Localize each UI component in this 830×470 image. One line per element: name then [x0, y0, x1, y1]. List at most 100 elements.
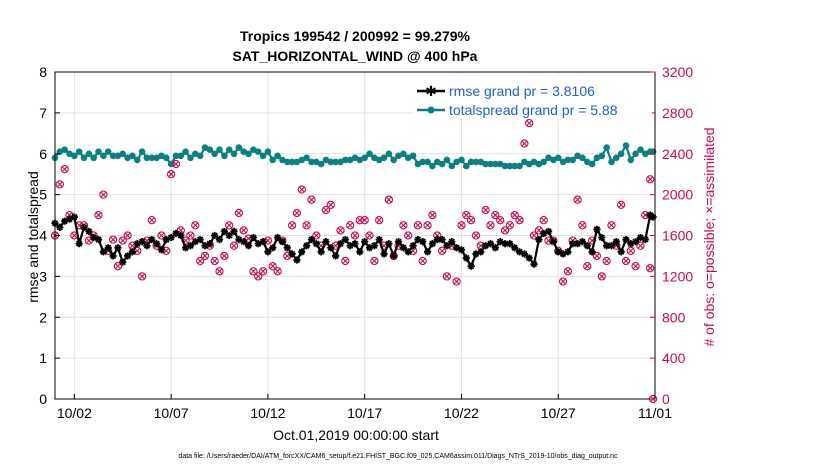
obs-point [254, 272, 263, 281]
rmse-point [399, 244, 407, 252]
spread-point [506, 162, 514, 170]
obs-point [365, 231, 374, 240]
rmse-point [119, 258, 127, 266]
spread-point [617, 150, 625, 158]
spread-point [95, 148, 102, 155]
y-axis-ticks: 0 1 2 3 4 5 6 7 8 [39, 64, 60, 407]
spread-point [235, 144, 243, 151]
rmse-point [535, 235, 543, 244]
spread-point [284, 158, 291, 166]
y2-tick-label: 2000 [662, 187, 693, 203]
rmse-point [598, 233, 606, 242]
obs-point [292, 208, 302, 218]
rmse-point [240, 238, 248, 246]
spread-point [90, 154, 97, 162]
obs-point [55, 180, 64, 189]
rmse-point [370, 242, 378, 250]
rmse-point [607, 242, 616, 250]
y2-tick-label: 2400 [662, 146, 693, 162]
rmse-point [264, 248, 272, 256]
rmse-point [341, 235, 349, 244]
spread-point [487, 160, 494, 168]
rmse-point [167, 233, 175, 242]
obs-point [471, 231, 481, 240]
obs-point [500, 226, 510, 235]
obs-point [191, 221, 200, 230]
obs-point [462, 210, 471, 220]
spread-point [443, 156, 451, 164]
rmse-point [428, 240, 437, 248]
legend: ✱ rmse grand pr = 3.8106 totalspread gra… [412, 74, 652, 118]
chart-subtitle: SAT_HORIZONTAL_WIND @ 400 hPa [233, 48, 478, 64]
rmse-point [220, 227, 228, 236]
rmse-point [259, 238, 267, 246]
rmse-point [225, 231, 233, 240]
spread-point [274, 152, 281, 160]
chart-title: Tropics 199542 / 200992 = 99.279% [240, 28, 471, 44]
spread-point [540, 158, 547, 166]
spread-point [608, 158, 615, 166]
x-tick-label: 10/12 [250, 405, 285, 421]
rmse-point [196, 235, 204, 244]
obs-point [196, 256, 205, 266]
obs-point [418, 256, 427, 266]
obs-point [404, 231, 413, 240]
obs-point [215, 267, 224, 276]
obs-point [607, 221, 616, 230]
spread-point [380, 154, 388, 162]
obs-point [486, 221, 495, 230]
y2-tick-label: 3200 [662, 64, 693, 80]
rmse-point [409, 242, 417, 250]
rmse-point [578, 238, 587, 246]
rmse-point [525, 254, 533, 262]
obs-point [442, 272, 452, 281]
rmse-point [462, 254, 470, 262]
rmse-point [380, 250, 388, 258]
rmse-point [491, 244, 499, 252]
rmse-point [244, 242, 253, 250]
rmse-point [530, 260, 538, 268]
spread-point [463, 162, 470, 170]
spread-point [554, 154, 562, 162]
series-rmse [51, 211, 657, 270]
rmse-point [157, 246, 166, 254]
rmse-point [114, 244, 122, 252]
spread-point [211, 150, 218, 158]
y-tick-label: 6 [39, 146, 47, 162]
rmse-point [211, 231, 219, 240]
spread-point [501, 162, 509, 170]
rmse-point [312, 240, 320, 248]
y-tick-label: 3 [39, 268, 47, 284]
obs-point [341, 256, 350, 266]
obs-point [113, 262, 123, 271]
rmse-point [511, 244, 519, 252]
obs-point [166, 170, 176, 179]
x-tick-label: 10/02 [57, 405, 92, 421]
rmse-point [293, 256, 301, 264]
rmse-point [356, 248, 364, 256]
obs-point [307, 195, 316, 204]
obs-point [520, 139, 529, 148]
spread-point [342, 156, 349, 164]
obs-point [491, 210, 500, 220]
rmse-point [186, 242, 195, 250]
spread-point [254, 148, 262, 155]
spread-point [516, 162, 523, 170]
obs-point [350, 231, 360, 240]
rmse-point [317, 248, 325, 256]
obs-point [602, 256, 611, 266]
spread-point [85, 150, 93, 158]
spread-point [482, 160, 489, 168]
spread-point [472, 158, 480, 166]
rmse-point [148, 235, 156, 244]
rmse-point [143, 242, 151, 250]
rmse-point [390, 252, 398, 260]
spread-point [448, 162, 456, 170]
obs-point [360, 216, 369, 225]
spread-point [129, 152, 136, 160]
obs-point [147, 216, 156, 225]
obs-point [326, 200, 335, 209]
spread-point [327, 158, 335, 166]
spread-point [119, 150, 126, 158]
obs-point [84, 236, 94, 245]
